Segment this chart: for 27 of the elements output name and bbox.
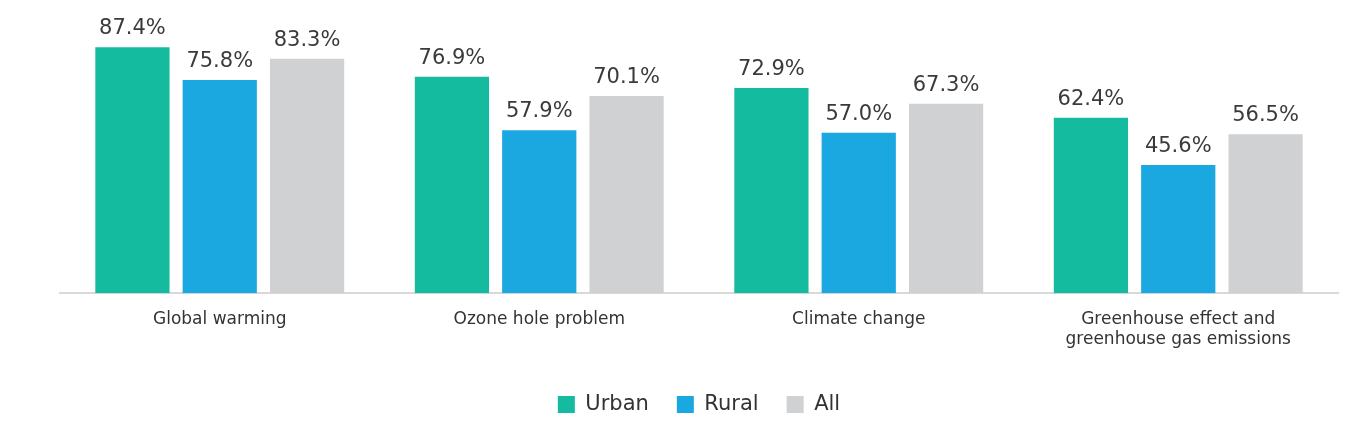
bar — [414, 76, 490, 294]
x-tick-label: Climate change — [792, 307, 926, 328]
bar — [1053, 117, 1129, 294]
bar — [1141, 164, 1216, 294]
data-label: 45.6% — [1144, 132, 1212, 157]
bar — [734, 88, 809, 294]
bar — [821, 132, 896, 294]
data-label: 62.4% — [1057, 85, 1125, 110]
legend-label: All — [814, 390, 841, 415]
x-tick-label: Global warming — [153, 307, 287, 328]
data-label: 70.1% — [593, 63, 660, 88]
bar — [95, 47, 170, 294]
data-label: 57.9% — [505, 98, 573, 123]
bar — [502, 130, 577, 294]
x-tick-label: Ozone hole problem — [453, 307, 625, 328]
data-label: 83.3% — [273, 26, 341, 51]
data-label: 76.9% — [418, 44, 486, 69]
data-label: 56.5% — [1232, 102, 1299, 127]
data-label: 67.3% — [912, 71, 980, 96]
bar — [182, 79, 257, 294]
data-label: 75.8% — [186, 47, 254, 72]
legend-label: Rural — [704, 390, 759, 415]
legend-label: Urban — [585, 390, 649, 415]
data-label: 57.0% — [825, 100, 893, 125]
x-tick-label: Greenhouse effect and greenhouse gas emissions — [1065, 307, 1292, 349]
data-label: 87.4% — [99, 15, 166, 40]
data-label: 72.9% — [738, 56, 805, 81]
